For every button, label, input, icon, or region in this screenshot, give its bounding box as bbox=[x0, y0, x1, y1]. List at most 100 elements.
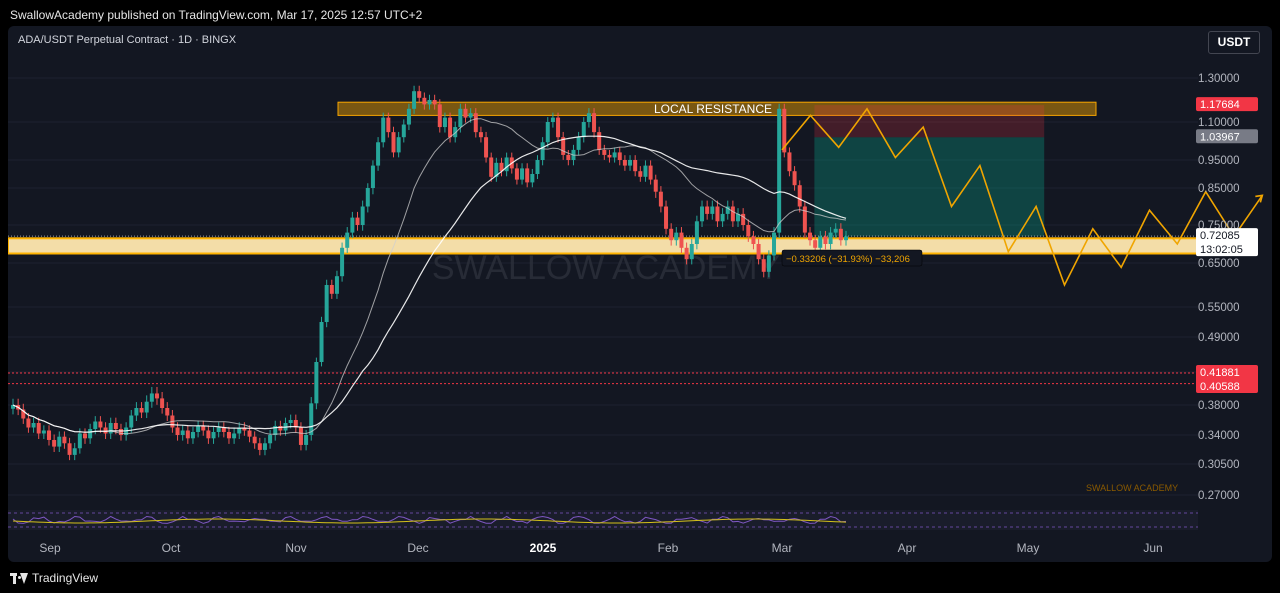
candle bbox=[540, 142, 545, 160]
candle bbox=[453, 127, 458, 138]
candle bbox=[581, 122, 586, 138]
candle bbox=[586, 113, 591, 122]
currency-button[interactable]: USDT bbox=[1208, 31, 1260, 54]
candle bbox=[237, 427, 242, 434]
candle bbox=[710, 206, 715, 214]
candle bbox=[221, 427, 226, 432]
candle bbox=[376, 142, 381, 166]
candle bbox=[818, 236, 823, 248]
candle bbox=[813, 240, 818, 248]
candle bbox=[355, 217, 360, 225]
price-label-text: 0.41881 bbox=[1200, 367, 1240, 379]
candle bbox=[340, 247, 345, 277]
candle bbox=[674, 232, 679, 241]
price-chart[interactable]: SWALLOW ACADEMY LOCAL RESISTANCE −0.33206 … bbox=[8, 26, 1272, 562]
time-tick: Nov bbox=[285, 541, 306, 555]
price-tick: 0.65000 bbox=[1198, 258, 1240, 270]
candle bbox=[309, 403, 314, 435]
resistance-zone bbox=[337, 101, 1097, 116]
time-tick: Oct bbox=[162, 541, 181, 555]
candle bbox=[468, 113, 473, 118]
candle bbox=[350, 217, 355, 233]
candle bbox=[535, 160, 540, 174]
candle bbox=[62, 436, 67, 444]
candle bbox=[736, 213, 741, 222]
candle bbox=[406, 108, 411, 125]
candle bbox=[612, 152, 617, 158]
candle bbox=[442, 117, 447, 128]
candle bbox=[432, 100, 437, 105]
candle bbox=[247, 430, 252, 437]
candle bbox=[550, 117, 555, 122]
rsi-background bbox=[8, 510, 1198, 530]
candle bbox=[478, 132, 483, 138]
measure-label-box bbox=[781, 249, 923, 267]
candle bbox=[396, 137, 401, 153]
candle bbox=[458, 108, 463, 128]
candle bbox=[566, 154, 571, 160]
price-label-box bbox=[1196, 364, 1258, 393]
candle bbox=[514, 168, 519, 180]
candle bbox=[72, 448, 77, 455]
candle bbox=[700, 206, 705, 222]
candle bbox=[520, 168, 525, 180]
candle bbox=[160, 398, 165, 408]
tradingview-icon bbox=[10, 572, 28, 584]
candle bbox=[298, 427, 303, 445]
candle bbox=[844, 236, 848, 241]
candle bbox=[391, 132, 396, 153]
candle bbox=[226, 432, 231, 439]
candle bbox=[257, 443, 262, 450]
tradingview-logo[interactable]: TradingView bbox=[10, 571, 98, 585]
candle bbox=[278, 426, 283, 431]
candle bbox=[329, 285, 334, 294]
price-tick: 0.38000 bbox=[1198, 400, 1240, 412]
time-tick: Sep bbox=[39, 541, 61, 555]
candle bbox=[802, 206, 807, 233]
candle bbox=[370, 165, 375, 188]
price-tick: 0.55000 bbox=[1198, 302, 1240, 314]
candle bbox=[489, 157, 494, 177]
candle bbox=[756, 244, 761, 260]
candle bbox=[103, 427, 108, 434]
candle bbox=[46, 430, 51, 440]
candle bbox=[545, 122, 550, 143]
price-label-subtext: 13:02:05 bbox=[1200, 244, 1243, 256]
time-tick: Mar bbox=[772, 541, 793, 555]
candle bbox=[720, 213, 725, 222]
candle bbox=[617, 152, 622, 160]
candle bbox=[381, 117, 386, 143]
rsi-line bbox=[12, 515, 847, 524]
candle bbox=[592, 113, 597, 133]
candle bbox=[417, 91, 422, 98]
candle bbox=[494, 162, 499, 177]
projection-path bbox=[781, 107, 1263, 288]
price-label-box bbox=[1196, 129, 1258, 144]
candle bbox=[556, 117, 561, 138]
price-label: 1.03967 bbox=[1196, 129, 1258, 144]
symbol-title: ADA/USDT Perpetual Contract · 1D · BINGX bbox=[18, 34, 237, 46]
candle bbox=[473, 113, 478, 133]
price-label-subtext: 0.40588 bbox=[1200, 381, 1240, 393]
candle bbox=[401, 124, 406, 138]
candle bbox=[684, 247, 689, 260]
candle bbox=[689, 244, 694, 260]
candle bbox=[360, 206, 365, 225]
candle bbox=[93, 421, 98, 429]
candle bbox=[664, 206, 669, 229]
time-tick: May bbox=[1017, 541, 1040, 555]
resistance-label: LOCAL RESISTANCE bbox=[654, 102, 772, 116]
time-tick: Feb bbox=[658, 541, 679, 555]
chart-panel[interactable]: SWALLOW ACADEMY LOCAL RESISTANCE −0.33206 … bbox=[8, 26, 1272, 562]
candle bbox=[658, 191, 663, 207]
candle bbox=[324, 285, 329, 322]
price-label: 1.17684 bbox=[1196, 97, 1258, 112]
price-tick: 0.27000 bbox=[1198, 490, 1240, 502]
candle bbox=[52, 439, 57, 447]
candle bbox=[345, 232, 350, 248]
time-tick: Jun bbox=[1143, 541, 1162, 555]
candle bbox=[180, 430, 185, 435]
candle bbox=[463, 108, 468, 118]
publish-info: SwallowAcademy published on TradingView.… bbox=[10, 8, 423, 22]
candle bbox=[412, 91, 417, 109]
